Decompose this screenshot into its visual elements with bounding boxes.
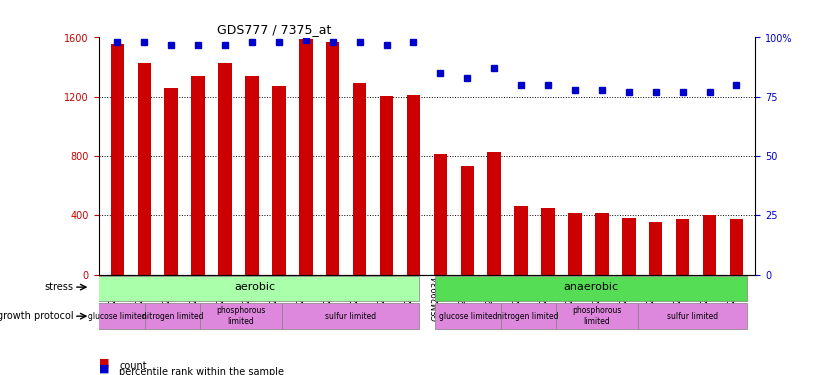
Text: glucose limited: glucose limited [438, 312, 498, 321]
Bar [730, 219, 743, 274]
Bar [461, 166, 474, 274]
Bar [245, 76, 259, 274]
Bar [299, 39, 313, 274]
Bar [515, 207, 528, 274]
Bar [568, 213, 582, 274]
FancyBboxPatch shape [435, 276, 747, 301]
FancyBboxPatch shape [282, 303, 419, 330]
Text: phosphorous
limited: phosphorous limited [216, 306, 265, 326]
Text: aerobic: aerobic [234, 282, 275, 292]
Text: count: count [119, 361, 147, 370]
Text: stress: stress [45, 282, 74, 292]
FancyBboxPatch shape [200, 303, 282, 330]
Text: nitrogen limited: nitrogen limited [498, 312, 559, 321]
Text: growth protocol: growth protocol [0, 311, 74, 321]
Bar [191, 76, 205, 274]
Bar [703, 215, 716, 274]
Text: glucose limited: glucose limited [89, 312, 147, 321]
FancyBboxPatch shape [145, 303, 200, 330]
Bar [164, 88, 178, 274]
Bar [676, 219, 690, 274]
Bar [111, 44, 124, 274]
Bar [272, 86, 286, 274]
Bar [406, 95, 420, 274]
Bar [380, 96, 393, 274]
Text: sulfur limited: sulfur limited [325, 312, 376, 321]
FancyBboxPatch shape [435, 303, 501, 330]
Bar [541, 208, 555, 274]
Bar [649, 222, 663, 274]
FancyBboxPatch shape [638, 303, 747, 330]
Text: phosphorous
limited: phosphorous limited [572, 306, 621, 326]
FancyBboxPatch shape [90, 303, 145, 330]
Text: GDS777 / 7375_at: GDS777 / 7375_at [217, 23, 331, 36]
Bar [353, 83, 366, 274]
Text: ■: ■ [99, 358, 109, 368]
FancyBboxPatch shape [556, 303, 638, 330]
Bar [138, 63, 151, 274]
Text: percentile rank within the sample: percentile rank within the sample [119, 367, 284, 375]
Text: anaerobic: anaerobic [563, 282, 619, 292]
Bar [326, 42, 339, 274]
Bar [218, 63, 232, 274]
Text: nitrogen limited: nitrogen limited [142, 312, 203, 321]
FancyBboxPatch shape [501, 303, 556, 330]
Bar [488, 152, 501, 274]
Bar [433, 154, 447, 274]
Bar [595, 213, 608, 274]
FancyBboxPatch shape [90, 276, 419, 301]
Text: sulfur limited: sulfur limited [667, 312, 718, 321]
Bar [622, 218, 635, 274]
Text: ■: ■ [99, 364, 109, 374]
